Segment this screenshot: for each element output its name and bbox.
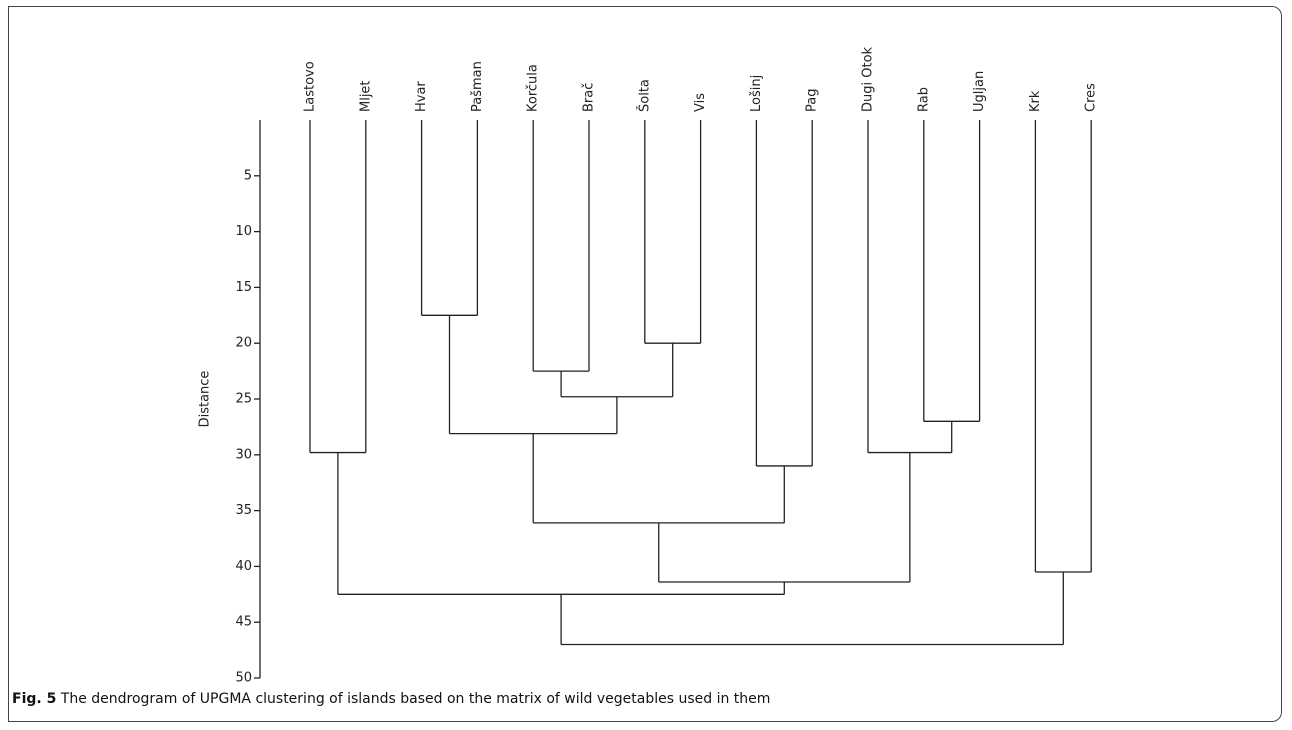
y-tick-label: 30 bbox=[235, 447, 252, 462]
y-tick-label: 45 bbox=[235, 615, 252, 630]
y-tick-label: 15 bbox=[235, 280, 252, 295]
leaf-label: Pag bbox=[805, 89, 820, 112]
caption: Fig. 5 The dendrogram of UPGMA clusterin… bbox=[12, 691, 770, 707]
leaf-label: Cres bbox=[1084, 83, 1099, 112]
leaf-label: Šolta bbox=[636, 79, 652, 112]
leaf-label: Vis bbox=[693, 93, 708, 112]
leaf-label: Mljet bbox=[358, 80, 373, 112]
y-tick-label: 35 bbox=[235, 503, 252, 518]
leaf-label: Korčula bbox=[526, 64, 541, 112]
leaf-label: Krk bbox=[1028, 90, 1043, 112]
leaf-label: Hvar bbox=[414, 81, 429, 112]
leaf-label: Pašman bbox=[470, 61, 485, 112]
leaf-label: Rab bbox=[916, 87, 931, 112]
leaf-label: Lastovo bbox=[303, 61, 318, 112]
y-axis-label: Distance bbox=[198, 371, 213, 428]
leaf-label: Ugljan bbox=[972, 71, 987, 112]
y-tick-label: 20 bbox=[235, 336, 252, 351]
y-tick-label: 5 bbox=[244, 168, 252, 183]
figure-frame bbox=[8, 6, 1282, 722]
leaf-label: Lošinj bbox=[749, 75, 764, 112]
leaf-label: Dugi Otok bbox=[861, 46, 876, 112]
y-tick-label: 10 bbox=[235, 224, 252, 239]
y-tick-label: 50 bbox=[235, 671, 252, 686]
caption-label: Fig. 5 bbox=[12, 691, 57, 707]
chart: Distance 5 10 15 20 25 30 35 40 45 50 Lastovo Mljet… bbox=[198, 46, 1099, 686]
y-tick-label: 40 bbox=[235, 559, 252, 574]
y-tick-label: 25 bbox=[235, 392, 252, 407]
caption-text: The dendrogram of UPGMA clustering of is… bbox=[60, 691, 771, 707]
leaf-label: Brač bbox=[582, 83, 597, 112]
